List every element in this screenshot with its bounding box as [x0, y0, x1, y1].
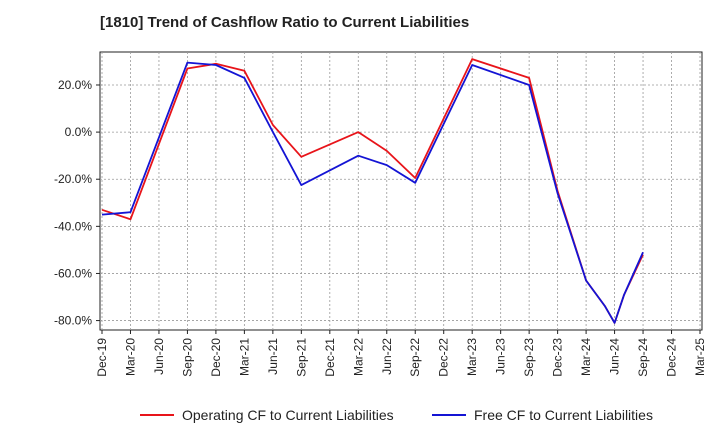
series-lines [101, 58, 644, 324]
y-tick-label: -40.0% [54, 219, 92, 233]
x-tick-label: Jun-23 [494, 338, 508, 375]
legend-label: Free CF to Current Liabilities [474, 407, 653, 423]
x-tick-label: Mar-22 [351, 338, 365, 376]
grid [100, 52, 702, 330]
x-tick-label: Dec-22 [437, 338, 451, 377]
x-tick-label: Dec-20 [209, 338, 223, 377]
x-tick-label: Sep-23 [522, 338, 536, 377]
x-tick-label: Dec-23 [551, 338, 565, 377]
y-tick-label: -80.0% [54, 314, 92, 328]
x-tick-label: Sep-21 [294, 338, 308, 377]
x-tick-label: Mar-25 [693, 338, 707, 376]
y-axis: 20.0% 0.0% -20.0% -40.0% -60.0% -80.0% [54, 78, 100, 328]
y-tick-label: 20.0% [58, 78, 92, 92]
x-tick-label: Mar-21 [237, 338, 251, 376]
x-tick-label: Jun-22 [380, 338, 394, 375]
x-tick-label: Jun-24 [608, 338, 622, 375]
x-tick-label: Sep-24 [636, 338, 650, 377]
x-tick-label: Mar-20 [123, 338, 137, 376]
y-tick-label: -60.0% [54, 266, 92, 280]
x-tick-label: Dec-19 [95, 338, 109, 377]
plot-area [99, 51, 703, 331]
x-tick-label: Dec-21 [323, 338, 337, 377]
chart-title: [1810] Trend of Cashflow Ratio to Curren… [100, 14, 470, 31]
series-line-free-cf [101, 61, 644, 324]
x-tick-label: Dec-24 [665, 338, 679, 377]
x-tick-label: Jun-20 [152, 338, 166, 375]
x-tick-label: Sep-22 [408, 338, 422, 377]
x-tick-label: Jun-21 [266, 338, 280, 375]
legend: Operating CF to Current Liabilities Free … [140, 407, 653, 423]
legend-label: Operating CF to Current Liabilities [182, 407, 394, 423]
x-tick-label: Mar-23 [465, 338, 479, 376]
x-axis: Dec-19 Mar-20 Jun-20 Sep-20 Dec-20 Mar-21 Jun-… [95, 330, 707, 377]
x-tick-label: Mar-24 [579, 338, 593, 376]
x-tick-label: Sep-20 [180, 338, 194, 377]
y-tick-label: -20.0% [54, 172, 92, 186]
y-tick-label: 0.0% [65, 125, 93, 139]
